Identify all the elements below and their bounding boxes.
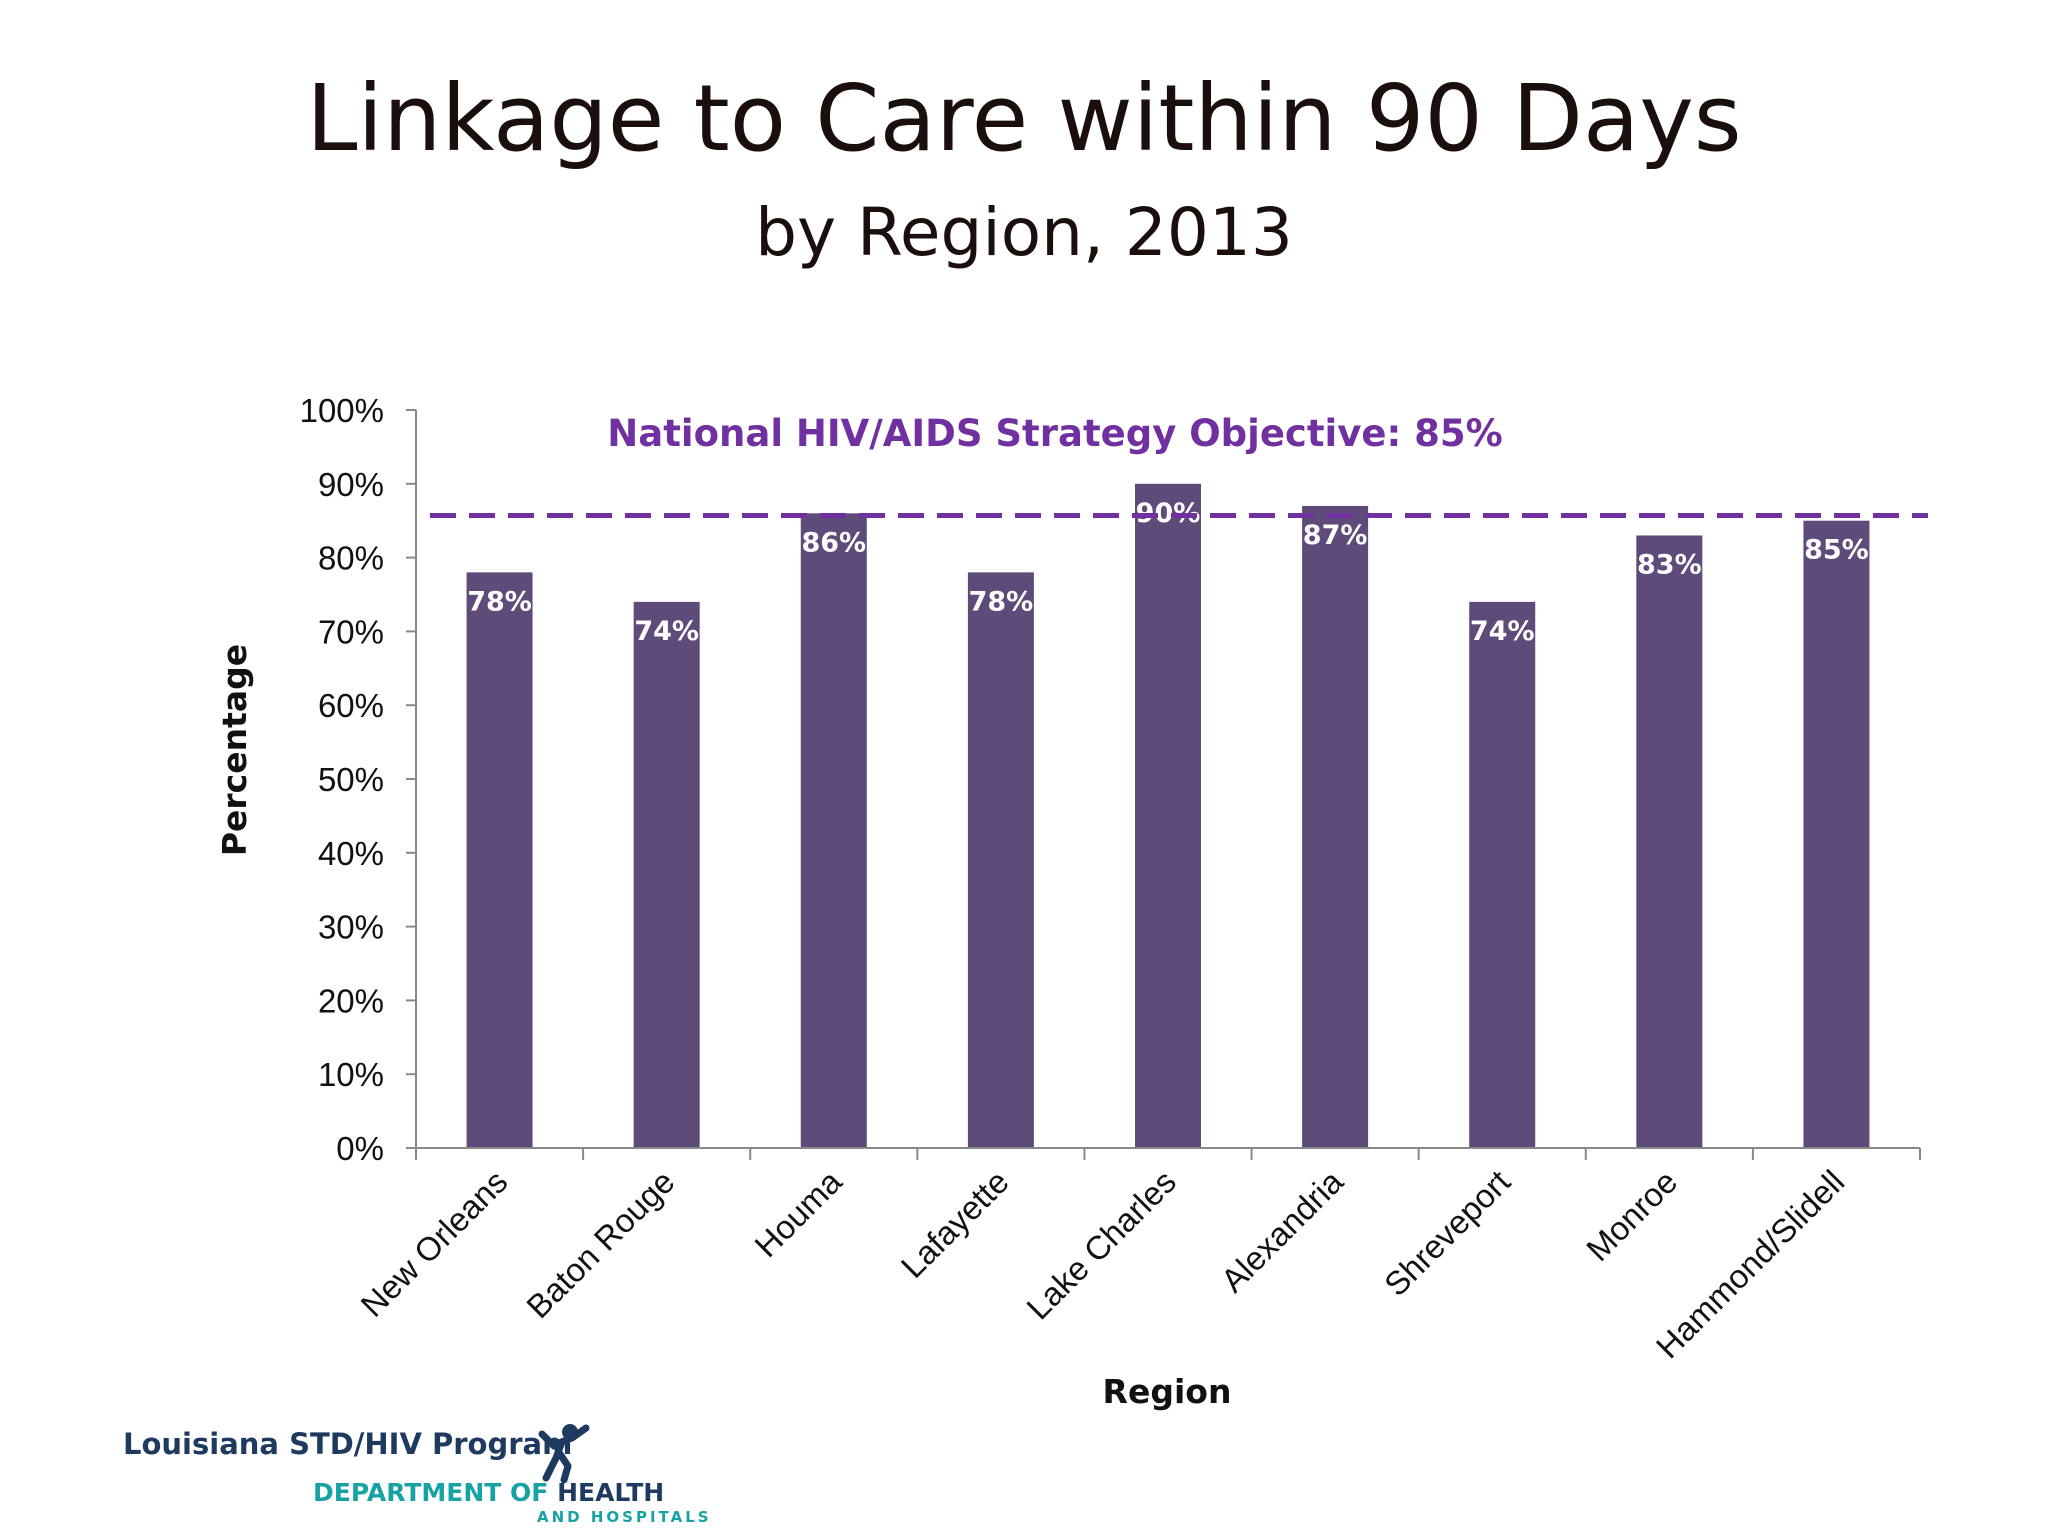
bar-data-label: 74%	[1470, 616, 1535, 647]
running-figure-logo-icon	[538, 1424, 590, 1484]
y-tick-label: 70%	[318, 613, 384, 650]
bar-monroe	[1636, 535, 1703, 1148]
department-name: DEPARTMENT OF HEALTH	[313, 1478, 664, 1507]
y-tick-label: 40%	[318, 835, 384, 872]
bar-data-label: 87%	[1303, 520, 1368, 551]
bar-lake-charles	[1135, 483, 1201, 1148]
bar-data-label: 86%	[801, 527, 866, 558]
x-category-label: Baton Rouge	[519, 1163, 681, 1325]
x-category-label: New Orleans	[353, 1163, 514, 1324]
chart-subtitle: by Region, 2013	[755, 194, 1293, 271]
x-category-label: Houma	[747, 1162, 849, 1264]
chart-title: Linkage to Care within 90 Days	[306, 65, 1741, 172]
bar-data-label: 85%	[1804, 535, 1869, 566]
program-name: Louisiana STD/HIV Program	[123, 1427, 572, 1461]
y-tick-label: 100%	[300, 392, 384, 429]
bar-lafayette	[967, 572, 1034, 1148]
bar-data-label: 83%	[1637, 549, 1702, 580]
bar-data-label: 74%	[634, 616, 699, 647]
bar-houma	[800, 513, 867, 1148]
department-subtitle: AND HOSPITALS	[537, 1508, 712, 1526]
x-category-label: Alexandria	[1214, 1162, 1351, 1299]
y-tick-label: 80%	[318, 540, 384, 577]
x-axis-title: Region	[1103, 1372, 1232, 1411]
bar-new-orleans	[466, 572, 533, 1148]
bar-alexandria	[1302, 505, 1369, 1148]
bars-group: 78%74%86%78%90%87%74%83% 85%	[466, 483, 1870, 1148]
footer: Louisiana STD/HIV Program DEPARTMENT OF …	[123, 1424, 712, 1526]
bar-data-label: 78%	[467, 586, 532, 617]
x-axis-ticks: New Orleans Baton Rouge Houma Lafayette Lake…	[353, 1148, 1921, 1365]
x-category-label: Lake Charles	[1019, 1163, 1183, 1327]
department-part1: DEPARTMENT OF	[313, 1478, 557, 1507]
x-category-label: Shreveport	[1377, 1163, 1517, 1303]
y-tick-label: 20%	[318, 982, 384, 1019]
bar-baton-rouge	[633, 601, 700, 1148]
y-tick-label: 90%	[318, 466, 384, 503]
y-axis-ticks: 0% 10% 20% 30% 40% 50% 60% 70% 80% 90% 100%	[300, 392, 416, 1167]
y-tick-label: 0%	[336, 1130, 384, 1167]
y-tick-label: 60%	[318, 687, 384, 724]
logo-figure	[538, 1424, 590, 1484]
target-line-label: National HIV/AIDS Strategy Objective: 85…	[607, 412, 1502, 455]
x-category-label: Monroe	[1579, 1163, 1684, 1268]
y-tick-label: 50%	[318, 761, 384, 798]
x-category-label: Lafayette	[894, 1163, 1016, 1285]
department-part2: HEALTH	[557, 1478, 664, 1507]
y-tick-label: 30%	[318, 909, 384, 946]
bar-shreveport	[1469, 601, 1536, 1148]
bar-hammond-slidell	[1803, 520, 1870, 1148]
y-axis-title: Percentage	[215, 644, 254, 856]
bar-data-label: 78%	[969, 586, 1034, 617]
y-tick-label: 10%	[318, 1056, 384, 1093]
